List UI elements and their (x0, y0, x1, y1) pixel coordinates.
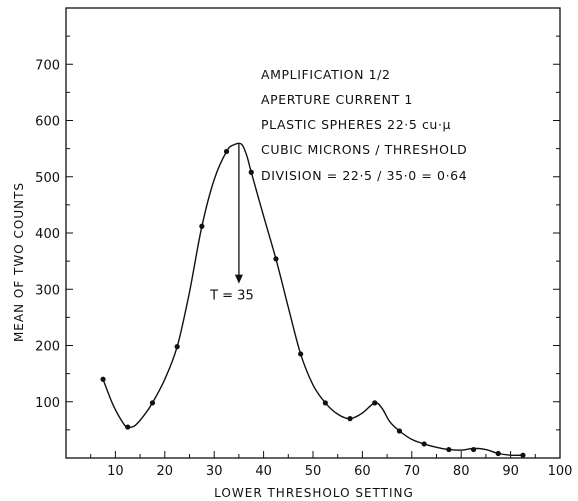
y-tick-label: 100 (35, 396, 60, 411)
marker-label: T = 35 (209, 289, 254, 304)
data-points (100, 148, 526, 458)
x-tick-label: 50 (305, 464, 322, 479)
annotation-line: APERTURE CURRENT 1 (261, 92, 413, 107)
annotation-line: PLASTIC SPHERES 22·5 cu·μ (261, 117, 451, 132)
y-axis-title: MEAN OF TWO COUNTS (12, 182, 26, 342)
y-tick-label: 700 (35, 58, 60, 73)
x-axis-title: LOWER THRESHOLO SETTING (214, 486, 414, 500)
series-curve (102, 142, 524, 457)
data-point (520, 452, 526, 458)
x-tick-label: 10 (107, 464, 124, 479)
x-tick-label: 30 (206, 464, 223, 479)
data-point (396, 428, 403, 434)
data-point (199, 223, 205, 229)
data-point (223, 148, 230, 155)
data-point (125, 424, 131, 430)
x-tick-label: 90 (502, 464, 519, 479)
annotation-line: CUBIC MICRONS / THRESHOLD (261, 142, 467, 157)
data-point (421, 441, 427, 447)
x-tick-label: 100 (548, 464, 573, 479)
tick-labels: 10 20 30 40 50 60 70 80 90 100 100 200 300 400 500 600 7… (35, 58, 572, 479)
y-tick-label: 600 (35, 115, 60, 130)
x-tick-label: 20 (157, 464, 174, 479)
data-point (273, 256, 279, 262)
y-tick-label: 200 (35, 340, 60, 355)
data-point (372, 400, 378, 406)
y-tick-label: 400 (35, 227, 60, 242)
data-point (298, 351, 304, 357)
marker-arrowhead (234, 274, 243, 284)
threshold-marker: T = 35 (209, 144, 254, 304)
x-tick-label: 40 (255, 464, 272, 479)
data-point (174, 344, 180, 350)
data-point (495, 450, 501, 457)
annotation-line: AMPLIFICATION 1/2 (261, 67, 391, 82)
data-point (322, 400, 328, 406)
data-point (347, 416, 353, 422)
data-point (248, 169, 254, 175)
y-tick-label: 500 (35, 171, 60, 186)
annotation-block: AMPLIFICATION 1/2 APERTURE CURRENT 1 PLAST… (261, 67, 467, 183)
x-tick-label: 70 (404, 464, 421, 479)
data-point (149, 400, 156, 406)
y-tick-label: 300 (35, 283, 60, 298)
x-tick-label: 60 (354, 464, 371, 479)
data-point (446, 446, 452, 453)
data-point (100, 376, 106, 382)
annotation-line: DIVISION = 22·5 / 35·0 = 0·64 (261, 168, 467, 183)
data-point (470, 446, 477, 453)
x-tick-label: 80 (453, 464, 470, 479)
tick-marks (66, 35, 560, 458)
